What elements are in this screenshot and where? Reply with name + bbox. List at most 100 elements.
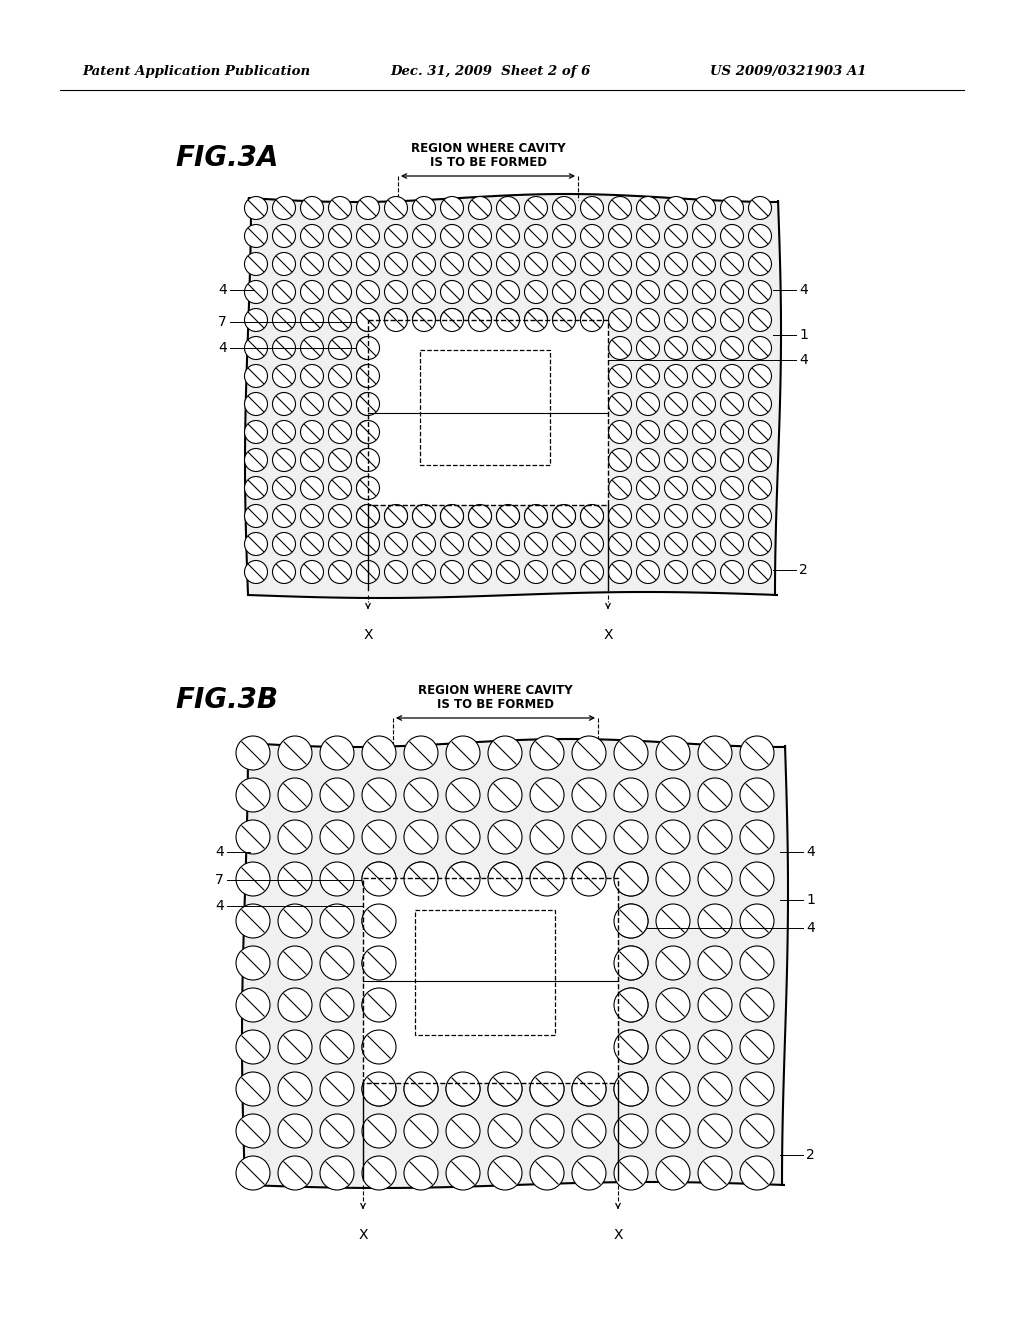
Circle shape	[488, 862, 522, 896]
Circle shape	[446, 777, 480, 812]
Circle shape	[236, 987, 270, 1022]
Circle shape	[236, 737, 270, 770]
Circle shape	[440, 197, 464, 219]
Circle shape	[404, 737, 438, 770]
Circle shape	[362, 862, 396, 896]
Circle shape	[356, 421, 380, 444]
Circle shape	[497, 309, 519, 331]
Circle shape	[749, 532, 771, 556]
Circle shape	[692, 449, 716, 471]
Circle shape	[362, 987, 396, 1022]
Circle shape	[329, 224, 351, 248]
Circle shape	[488, 1114, 522, 1148]
Circle shape	[272, 561, 296, 583]
Circle shape	[362, 904, 396, 939]
Polygon shape	[242, 739, 788, 1188]
Circle shape	[581, 504, 603, 528]
Circle shape	[245, 504, 267, 528]
Circle shape	[329, 532, 351, 556]
Circle shape	[656, 1156, 690, 1191]
Circle shape	[488, 820, 522, 854]
Circle shape	[362, 820, 396, 854]
Circle shape	[572, 737, 606, 770]
Circle shape	[362, 946, 396, 979]
Circle shape	[581, 309, 603, 331]
Circle shape	[530, 1072, 564, 1106]
Circle shape	[497, 504, 519, 528]
Circle shape	[721, 421, 743, 444]
Circle shape	[497, 309, 519, 331]
Circle shape	[749, 477, 771, 499]
Text: 4: 4	[799, 352, 808, 367]
Text: FIG.3B: FIG.3B	[175, 686, 278, 714]
Circle shape	[665, 281, 687, 304]
Circle shape	[614, 904, 648, 939]
Circle shape	[469, 252, 492, 276]
Circle shape	[692, 224, 716, 248]
Circle shape	[608, 561, 632, 583]
Circle shape	[692, 504, 716, 528]
Circle shape	[488, 1072, 522, 1106]
Circle shape	[614, 777, 648, 812]
Circle shape	[245, 421, 267, 444]
Circle shape	[300, 252, 324, 276]
Circle shape	[384, 309, 408, 331]
Circle shape	[272, 449, 296, 471]
Circle shape	[608, 392, 632, 416]
Circle shape	[614, 862, 648, 896]
Circle shape	[740, 904, 774, 939]
Bar	[415, 909, 555, 1035]
Circle shape	[581, 252, 603, 276]
Circle shape	[553, 309, 575, 331]
Circle shape	[721, 561, 743, 583]
Circle shape	[236, 1114, 270, 1148]
Circle shape	[362, 1156, 396, 1191]
Circle shape	[665, 504, 687, 528]
Circle shape	[329, 337, 351, 359]
Text: 4: 4	[218, 282, 227, 297]
Circle shape	[329, 504, 351, 528]
Circle shape	[278, 904, 312, 939]
Circle shape	[362, 1114, 396, 1148]
Circle shape	[384, 309, 408, 331]
Circle shape	[356, 337, 380, 359]
Circle shape	[581, 532, 603, 556]
Circle shape	[740, 862, 774, 896]
Circle shape	[614, 1072, 648, 1106]
Circle shape	[581, 281, 603, 304]
Circle shape	[614, 737, 648, 770]
Circle shape	[740, 820, 774, 854]
Circle shape	[497, 252, 519, 276]
Circle shape	[362, 946, 396, 979]
Circle shape	[440, 532, 464, 556]
Text: Patent Application Publication: Patent Application Publication	[82, 66, 310, 78]
Circle shape	[245, 532, 267, 556]
Circle shape	[497, 561, 519, 583]
Circle shape	[524, 561, 548, 583]
Circle shape	[362, 1030, 396, 1064]
Circle shape	[656, 862, 690, 896]
Circle shape	[656, 820, 690, 854]
Circle shape	[749, 252, 771, 276]
Circle shape	[469, 224, 492, 248]
Circle shape	[272, 337, 296, 359]
Circle shape	[300, 364, 324, 388]
Circle shape	[637, 449, 659, 471]
Circle shape	[236, 904, 270, 939]
Circle shape	[721, 392, 743, 416]
Circle shape	[319, 1156, 354, 1191]
Circle shape	[530, 737, 564, 770]
Circle shape	[413, 532, 435, 556]
Circle shape	[272, 504, 296, 528]
Bar	[368, 319, 608, 506]
Circle shape	[446, 862, 480, 896]
Circle shape	[404, 1114, 438, 1148]
Circle shape	[524, 532, 548, 556]
Circle shape	[497, 224, 519, 248]
Circle shape	[362, 1030, 396, 1064]
Circle shape	[530, 1072, 564, 1106]
Circle shape	[665, 392, 687, 416]
Circle shape	[245, 561, 267, 583]
Circle shape	[524, 281, 548, 304]
Circle shape	[278, 777, 312, 812]
